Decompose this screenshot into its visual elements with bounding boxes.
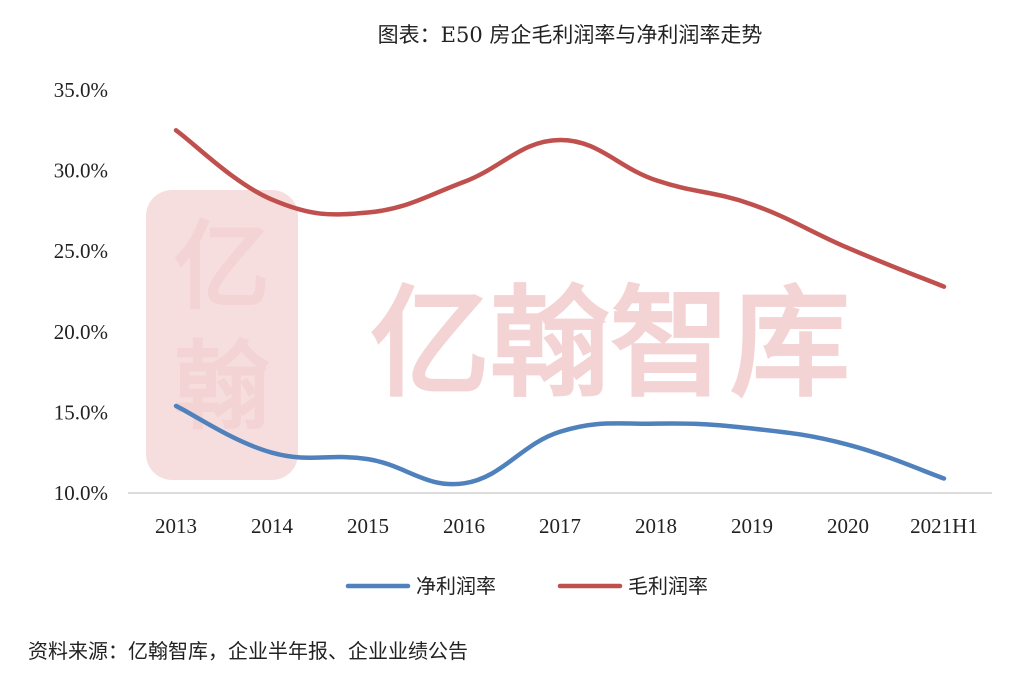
- x-tick-label: 2021H1: [910, 514, 978, 538]
- chart-title: 图表：E50 房企毛利润率与净利润率走势: [378, 23, 763, 47]
- series-group: [173, 128, 947, 487]
- x-tick-label: 2019: [731, 514, 773, 538]
- watermark-seal-background: [146, 190, 298, 480]
- series-line-net-margin: [173, 403, 947, 487]
- y-tick-label: 25.0%: [54, 239, 108, 263]
- x-tick-label: 2020: [827, 514, 869, 538]
- x-tick-label: 2013: [155, 514, 197, 538]
- watermark-text: 亿翰智库: [370, 275, 850, 414]
- y-tick-label: 20.0%: [54, 320, 108, 344]
- watermark-seal: 亿 翰: [146, 190, 298, 480]
- x-tick-label: 2014: [251, 514, 294, 538]
- y-tick-label: 35.0%: [54, 78, 108, 102]
- x-tick-label: 2016: [443, 514, 485, 538]
- legend: 净利润率 毛利润率: [345, 574, 708, 598]
- x-tick-label: 2017: [539, 514, 581, 538]
- legend-label: 净利润率: [416, 574, 496, 598]
- x-axis-ticks: 2013 2014 2015 2016 2017 2018 2019 2020 2021H1: [155, 514, 978, 538]
- x-tick-label: 2015: [347, 514, 389, 538]
- watermark-seal-char-1: 亿: [174, 211, 270, 323]
- x-tick-label: 2018: [635, 514, 677, 538]
- source-note: 资料来源：亿翰智库，企业半年报、企业业绩公告: [28, 639, 468, 663]
- y-tick-label: 30.0%: [54, 159, 108, 183]
- y-tick-label: 10.0%: [54, 481, 108, 505]
- y-tick-label: 15.0%: [54, 400, 108, 424]
- legend-label: 毛利润率: [628, 574, 708, 598]
- watermark-seal-char-2: 翰: [174, 331, 270, 443]
- y-axis-ticks: 10.0% 15.0% 20.0% 25.0% 30.0% 35.0%: [54, 78, 108, 505]
